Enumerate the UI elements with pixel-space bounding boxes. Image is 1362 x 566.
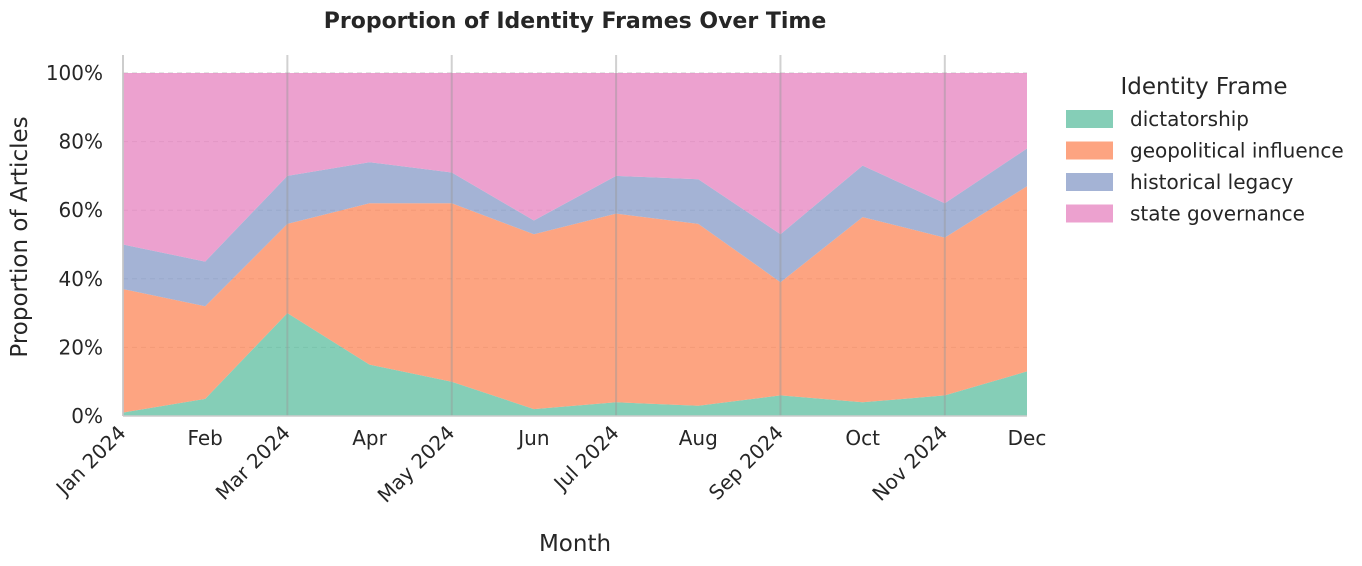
legend-label: state governance <box>1130 202 1305 226</box>
area-series <box>123 73 1027 416</box>
legend-label: geopolitical influence <box>1130 139 1344 163</box>
x-tick-label-minor: Jun <box>516 426 549 450</box>
legend-label: historical legacy <box>1130 170 1293 194</box>
y-tick-label: 80% <box>59 130 103 154</box>
y-tick-label: 60% <box>59 198 103 222</box>
x-tick-label-minor: Feb <box>187 426 222 450</box>
area-state-governance <box>123 73 1027 262</box>
x-tick-label-major: Mar 2024 <box>211 421 295 505</box>
x-tick-labels: Jan 2024 Mar 2024 May 2024 Jul 2024 Sep 2024… <box>50 421 1046 508</box>
x-tick-label-major: Jul 2024 <box>548 421 624 497</box>
y-tick-labels: 0% 20% 40% 60% 80% 100% <box>46 61 103 428</box>
axes <box>122 55 1027 417</box>
x-tick-label-minor: Oct <box>845 426 880 450</box>
y-tick-label: 20% <box>59 335 103 359</box>
area-historical-legacy <box>123 148 1027 307</box>
chart-title: Proportion of Identity Frames Over Time <box>324 9 827 34</box>
y-tick-label: 0% <box>71 404 103 428</box>
x-tick-label-minor: Apr <box>352 426 387 450</box>
y-tick-label: 100% <box>46 61 103 85</box>
legend-swatch <box>1066 141 1113 160</box>
x-tick-label-minor: Aug <box>679 426 718 450</box>
y-axis-label: Proportion of Articles <box>7 116 33 357</box>
legend-label: dictatorship <box>1130 107 1249 131</box>
y-tick-label: 40% <box>59 267 103 291</box>
area-dictatorship <box>123 313 1027 416</box>
legend-swatch <box>1066 204 1113 223</box>
legend-title: Identity Frame <box>1120 74 1287 100</box>
legend-swatch <box>1066 110 1113 128</box>
legend-swatch <box>1066 173 1113 191</box>
x-tick-label-major: Nov 2024 <box>867 421 952 506</box>
legend-items: dictatorship geopolitical influence histor… <box>1066 107 1344 226</box>
legend: Identity Frame dictatorship geopolitical … <box>1066 74 1344 226</box>
x-tick-label-minor: Dec <box>1008 426 1047 450</box>
x-axis-label: Month <box>539 531 611 557</box>
area-geopolitical-influence <box>123 186 1027 413</box>
x-tick-label-major: Jan 2024 <box>50 421 131 502</box>
